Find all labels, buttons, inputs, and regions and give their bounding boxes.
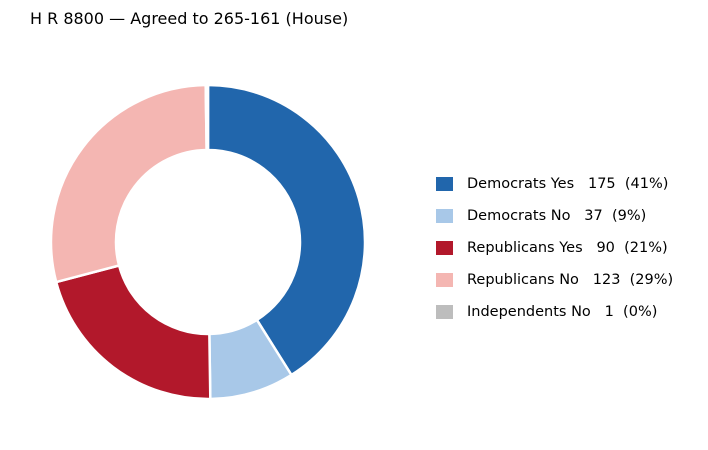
legend-label: Democrats No 37 (9%) bbox=[467, 208, 647, 224]
legend-label: Democrats Yes 175 (41%) bbox=[467, 176, 669, 192]
legend-swatch bbox=[436, 241, 453, 255]
donut-slices bbox=[49, 83, 367, 401]
legend-item-democrats-no: Democrats No 37 (9%) bbox=[436, 200, 673, 232]
legend-swatch bbox=[436, 273, 453, 287]
legend-item-independents-no: Independents No 1 (0%) bbox=[436, 296, 673, 328]
slice-republicans-yes bbox=[54, 264, 212, 401]
legend-swatch bbox=[436, 209, 453, 223]
slice-democrats-yes bbox=[206, 83, 367, 377]
chart-title: H R 8800 — Agreed to 265-161 (House) bbox=[30, 9, 349, 28]
legend-item-democrats-yes: Democrats Yes 175 (41%) bbox=[436, 168, 673, 200]
legend-label: Republicans Yes 90 (21%) bbox=[467, 240, 668, 256]
slice-republicans-no bbox=[49, 83, 208, 284]
legend-label: Independents No 1 (0%) bbox=[467, 304, 658, 320]
legend-item-republicans-no: Republicans No 123 (29%) bbox=[436, 264, 673, 296]
legend: Democrats Yes 175 (41%) Democrats No 37 (… bbox=[436, 168, 673, 328]
legend-swatch bbox=[436, 177, 453, 191]
legend-item-republicans-yes: Republicans Yes 90 (21%) bbox=[436, 232, 673, 264]
slice-independents-no bbox=[204, 83, 210, 152]
legend-swatch bbox=[436, 305, 453, 319]
legend-label: Republicans No 123 (29%) bbox=[467, 272, 674, 288]
